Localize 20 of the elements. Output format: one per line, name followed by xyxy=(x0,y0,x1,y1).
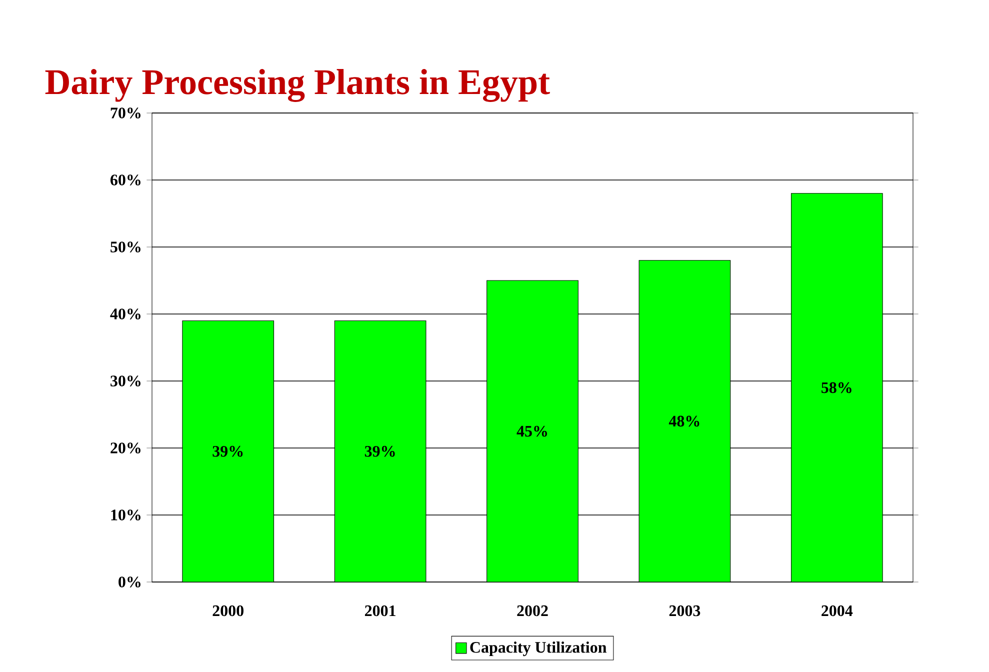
y-tick-label: 20% xyxy=(110,442,140,454)
x-tick-label: 2000 xyxy=(212,605,244,616)
y-tick-label: 10% xyxy=(111,510,140,520)
y-tick-label: 50% xyxy=(110,242,140,252)
data-label: 39% xyxy=(212,446,243,457)
x-tick-label: 2001 xyxy=(364,605,396,616)
y-tick-label: 30% xyxy=(110,376,140,386)
data-label: 45% xyxy=(516,426,547,437)
y-tick-label: 60% xyxy=(110,174,140,186)
x-tick-label: 2002 xyxy=(517,605,548,616)
chart-title: Dairy Processing Plants in Egypt xyxy=(45,69,550,102)
y-tick-label: 70% xyxy=(110,108,140,118)
x-tick-label: 2003 xyxy=(669,605,700,616)
data-label: 58% xyxy=(822,382,852,394)
y-tick-label: 40% xyxy=(110,308,140,320)
data-label: 48% xyxy=(668,416,700,427)
y-tick-label: 0% xyxy=(118,576,140,588)
legend-label: Capacity Utilization xyxy=(470,642,607,656)
data-label: 39% xyxy=(364,446,395,457)
x-tick-label: 2004 xyxy=(822,605,853,616)
